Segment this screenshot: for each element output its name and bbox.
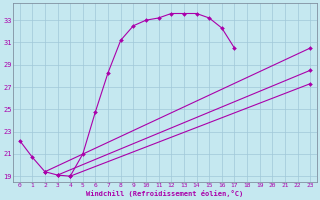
X-axis label: Windchill (Refroidissement éolien,°C): Windchill (Refroidissement éolien,°C) xyxy=(86,190,244,197)
